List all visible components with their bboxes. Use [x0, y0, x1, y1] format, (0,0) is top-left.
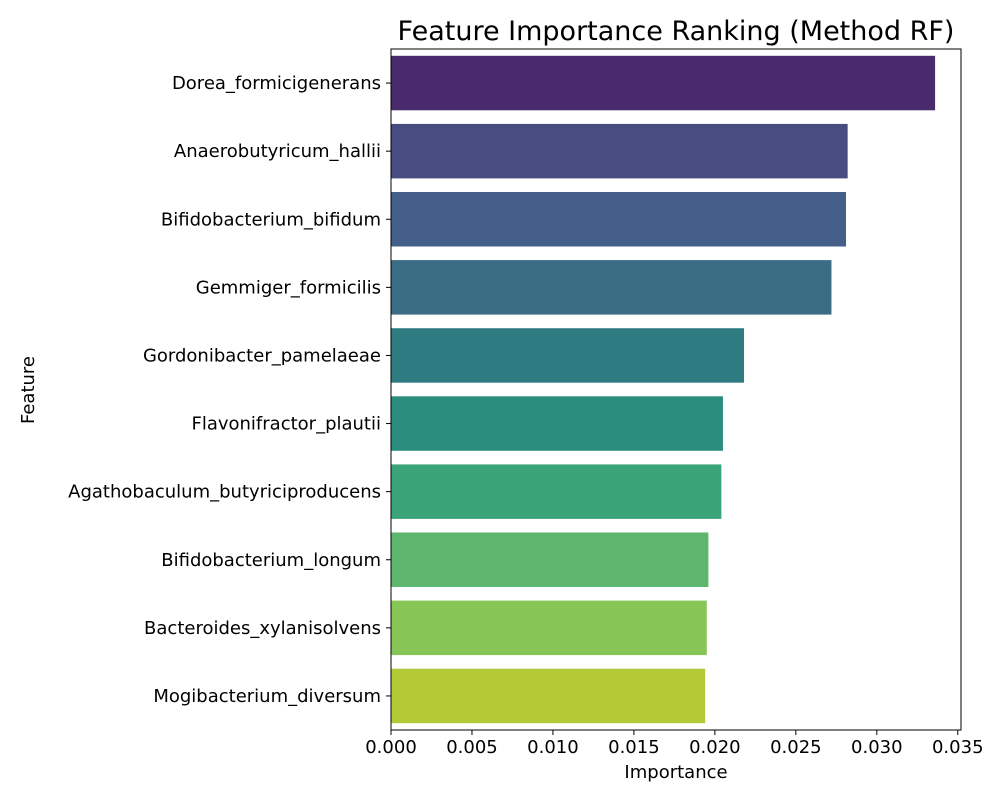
bar-gemmiger-formicilis: [391, 260, 832, 315]
y-tick-label: Bifidobacterium_bifidum: [161, 209, 381, 230]
bar-bacteroides-xylanisolvens: [391, 600, 707, 656]
y-axis-label: Feature: [18, 356, 39, 424]
bar-gordonibacter-pamelaeae: [391, 328, 745, 383]
y-tick-label: Agathobaculum_butyriciproducens: [68, 482, 381, 503]
bars-layer: [391, 55, 936, 724]
bar-flavonifractor-plautii: [391, 396, 723, 451]
x-tick-label: 0.030: [851, 737, 903, 758]
x-tick-label: 0.010: [527, 737, 579, 758]
bar-mogibacterium-diversum: [391, 668, 706, 724]
y-tick-label: Gemmiger_formicilis: [196, 277, 381, 298]
y-tick-label: Gordonibacter_pamelaeae: [143, 345, 381, 366]
bar-bifidobacterium-bifidum: [391, 192, 847, 247]
y-tick-labels: Dorea_formicigenerans Anaerobutyricum_hal…: [68, 73, 391, 707]
bar-agathobaculum-butyriciproducens: [391, 464, 722, 519]
y-tick-label: Anaerobutyricum_hallii: [174, 141, 381, 162]
x-tick-labels: 0.000 0.005 0.010 0.015 0.020 0.025 0.030 0.035: [365, 730, 984, 758]
y-tick-label: Dorea_formicigenerans: [172, 73, 381, 94]
y-tick-label: Bifidobacterium_longum: [161, 550, 381, 571]
x-tick-label: 0.020: [689, 737, 741, 758]
bar-anaerobutyricum-hallii: [391, 123, 848, 179]
x-axis-label: Importance: [624, 762, 727, 783]
x-tick-label: 0.015: [608, 737, 660, 758]
plot-frame: [390, 48, 962, 731]
y-tick-label: Bacteroides_xylanisolvens: [144, 618, 381, 639]
y-tick-label: Flavonifractor_plautii: [191, 414, 381, 435]
x-tick-label: 0.035: [932, 737, 984, 758]
bar-dorea-formicigenerans: [391, 55, 936, 111]
y-tick-label: Mogibacterium_diversum: [153, 686, 381, 707]
x-tick-label: 0.025: [770, 737, 822, 758]
x-tick-label: 0.000: [365, 737, 417, 758]
x-tick-label: 0.005: [446, 737, 498, 758]
bar-bifidobacterium-longum: [391, 532, 709, 587]
chart-title: Feature Importance Ranking (Method RF): [398, 16, 955, 47]
